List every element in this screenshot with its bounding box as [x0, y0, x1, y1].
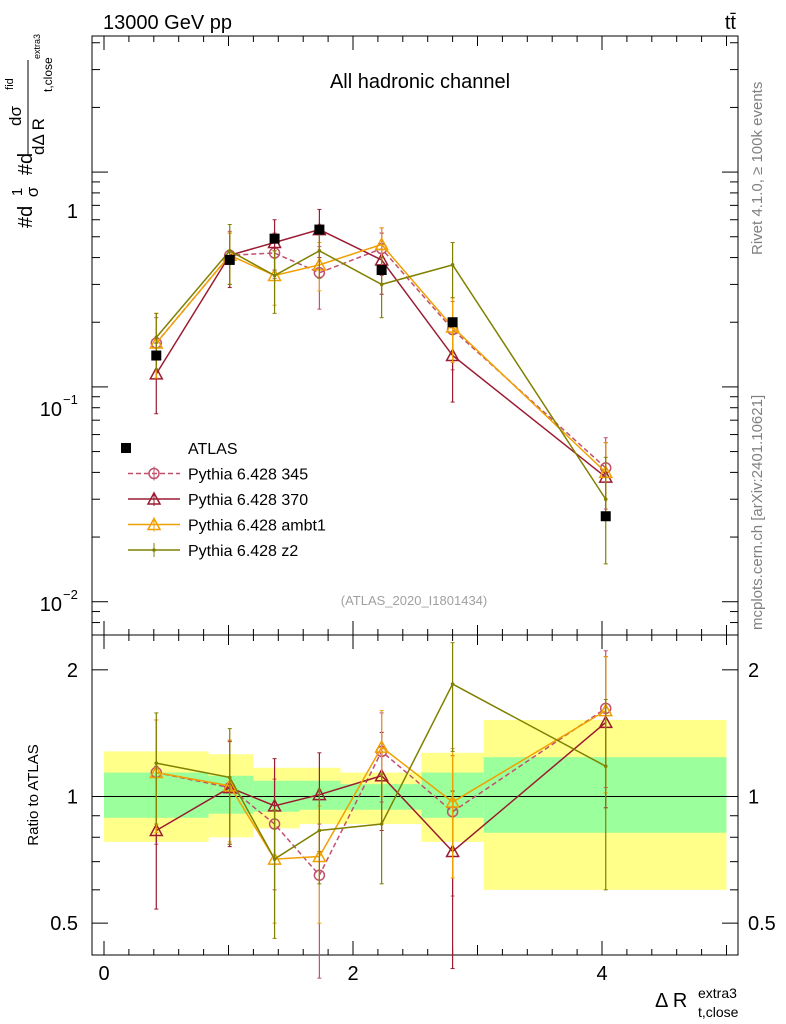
main-series-line	[155, 249, 607, 500]
legend-label: Pythia 6.428 370	[188, 492, 308, 509]
main-data-point	[154, 335, 159, 340]
ratio-ytick-label-left: 1	[67, 786, 78, 808]
atlas-data-point	[376, 265, 387, 276]
ratio-data-point	[379, 822, 384, 826]
ratio-data-point	[374, 739, 389, 753]
atlas-data-point	[314, 224, 325, 235]
analysis-label: (ATLAS_2020_I1801434)	[341, 593, 487, 608]
uncertainty-bands	[92, 719, 738, 890]
ylabel-sep: #d	[15, 153, 37, 175]
atlas-data-point	[447, 317, 458, 328]
main-data-point	[317, 249, 322, 253]
ratio-panel-frame	[91, 634, 739, 956]
ylabel-sub: t,close	[41, 57, 55, 92]
main-data-point	[374, 236, 389, 251]
atlas-data-point	[224, 254, 235, 265]
ytick-label-exp-2: −2	[63, 587, 78, 602]
ylabel-sigma: σ	[23, 186, 42, 197]
main-series-line	[155, 243, 607, 473]
main-data-point	[603, 497, 608, 502]
ratio-ytick-label-right: 0.5	[748, 913, 776, 935]
ratio-data-point	[317, 828, 322, 833]
ratio-y-axis-label: Ratio to ATLAS	[25, 744, 42, 845]
ytick-label-10-base-b: 10	[40, 594, 62, 616]
ylabel-fid: fid	[4, 78, 16, 90]
ylabel-dr: dΔ R	[29, 118, 48, 155]
ratio-data-point	[272, 857, 277, 861]
ratio-ytick-label-left: 2	[67, 660, 78, 682]
energy-label: 13000 GeV pp	[103, 12, 232, 34]
source-label: mcplots.cern.ch [arXiv:2401.10621]	[749, 395, 766, 630]
ratio-ytick-label-right: 1	[748, 786, 759, 808]
ylabel-sup: extra3	[32, 34, 42, 59]
svg-text:fid: fid	[4, 78, 16, 90]
atlas-data-point	[600, 511, 611, 522]
svg-text:extra3: extra3	[32, 34, 42, 59]
ytick-label-1: 1	[67, 201, 78, 223]
ratio-data-point	[445, 794, 460, 808]
atlas-data-point	[151, 350, 162, 361]
uncertainty-band-green	[483, 757, 727, 833]
main-data-point	[272, 273, 277, 278]
ylabel-dsig: dσ	[6, 106, 25, 126]
main-data-point	[227, 249, 232, 253]
xtick-label: 4	[596, 963, 607, 985]
xlabel-sup: extra3	[698, 985, 737, 1001]
ratio-ytick-label-left: 0.5	[50, 913, 78, 935]
main-data-point	[450, 263, 455, 267]
legend-marker	[146, 491, 162, 505]
svg-text:σ: σ	[23, 186, 42, 197]
ratio-x-axis-label: Δ R extra3 t,close	[655, 985, 739, 1020]
axis-ticks: 0.5 0.5 1 1 2 2 0 2 4	[50, 36, 776, 985]
legend-marker	[121, 443, 131, 453]
ylabel-prefix: #d	[15, 206, 37, 228]
ratio-data-point	[603, 764, 608, 769]
svg-text:#d: #d	[15, 206, 37, 228]
legend-marker	[152, 548, 156, 552]
ratio-data-point	[227, 775, 232, 780]
ytick-label-10-base-a: 10	[40, 399, 62, 421]
legend-label: ATLAS	[188, 441, 238, 458]
svg-text:dΔ R: dΔ R	[29, 118, 48, 155]
ratio-ytick-label-right: 2	[748, 660, 759, 682]
ratio-series	[149, 642, 613, 979]
main-series-line	[155, 247, 607, 469]
rivet-label: Rivet 4.1.0, ≥ 100k events	[749, 82, 766, 255]
main-y-axis-label: #d 1 σ #d dσ fid dΔ R t,close extra3	[4, 34, 55, 228]
legend: ATLAS Pythia 6.428 345 Pythia 6.428 370 Pyt…	[121, 441, 326, 560]
xtick-label: 2	[347, 963, 358, 985]
ratio-data-point	[149, 822, 164, 837]
channel-label: All hadronic channel	[330, 71, 510, 93]
process-label: tt̄	[725, 12, 737, 34]
xlabel-main: Δ R	[655, 990, 687, 1012]
atlas-data-point	[269, 233, 280, 244]
legend-marker	[148, 467, 160, 480]
ylabel-one: 1	[9, 188, 26, 196]
ratio-data-point	[450, 682, 455, 686]
legend-label: Pythia 6.428 ambt1	[188, 518, 326, 535]
legend-marker	[146, 516, 162, 531]
svg-text:dσ: dσ	[6, 106, 25, 126]
xtick-label: 0	[98, 963, 109, 985]
main-data-point	[379, 282, 384, 287]
main-data-point	[149, 366, 164, 380]
legend-label: Pythia 6.428 z2	[188, 543, 298, 560]
svg-text:t,close: t,close	[41, 57, 55, 92]
legend-label: Pythia 6.428 345	[188, 467, 308, 484]
svg-text:#d: #d	[15, 153, 37, 175]
panel-frames	[91, 35, 739, 956]
main-series	[149, 208, 613, 565]
ytick-label-exp-1: −1	[63, 392, 78, 407]
ratio-data-point	[154, 761, 159, 765]
svg-text:1: 1	[9, 188, 26, 196]
xlabel-sub: t,close	[698, 1004, 739, 1020]
